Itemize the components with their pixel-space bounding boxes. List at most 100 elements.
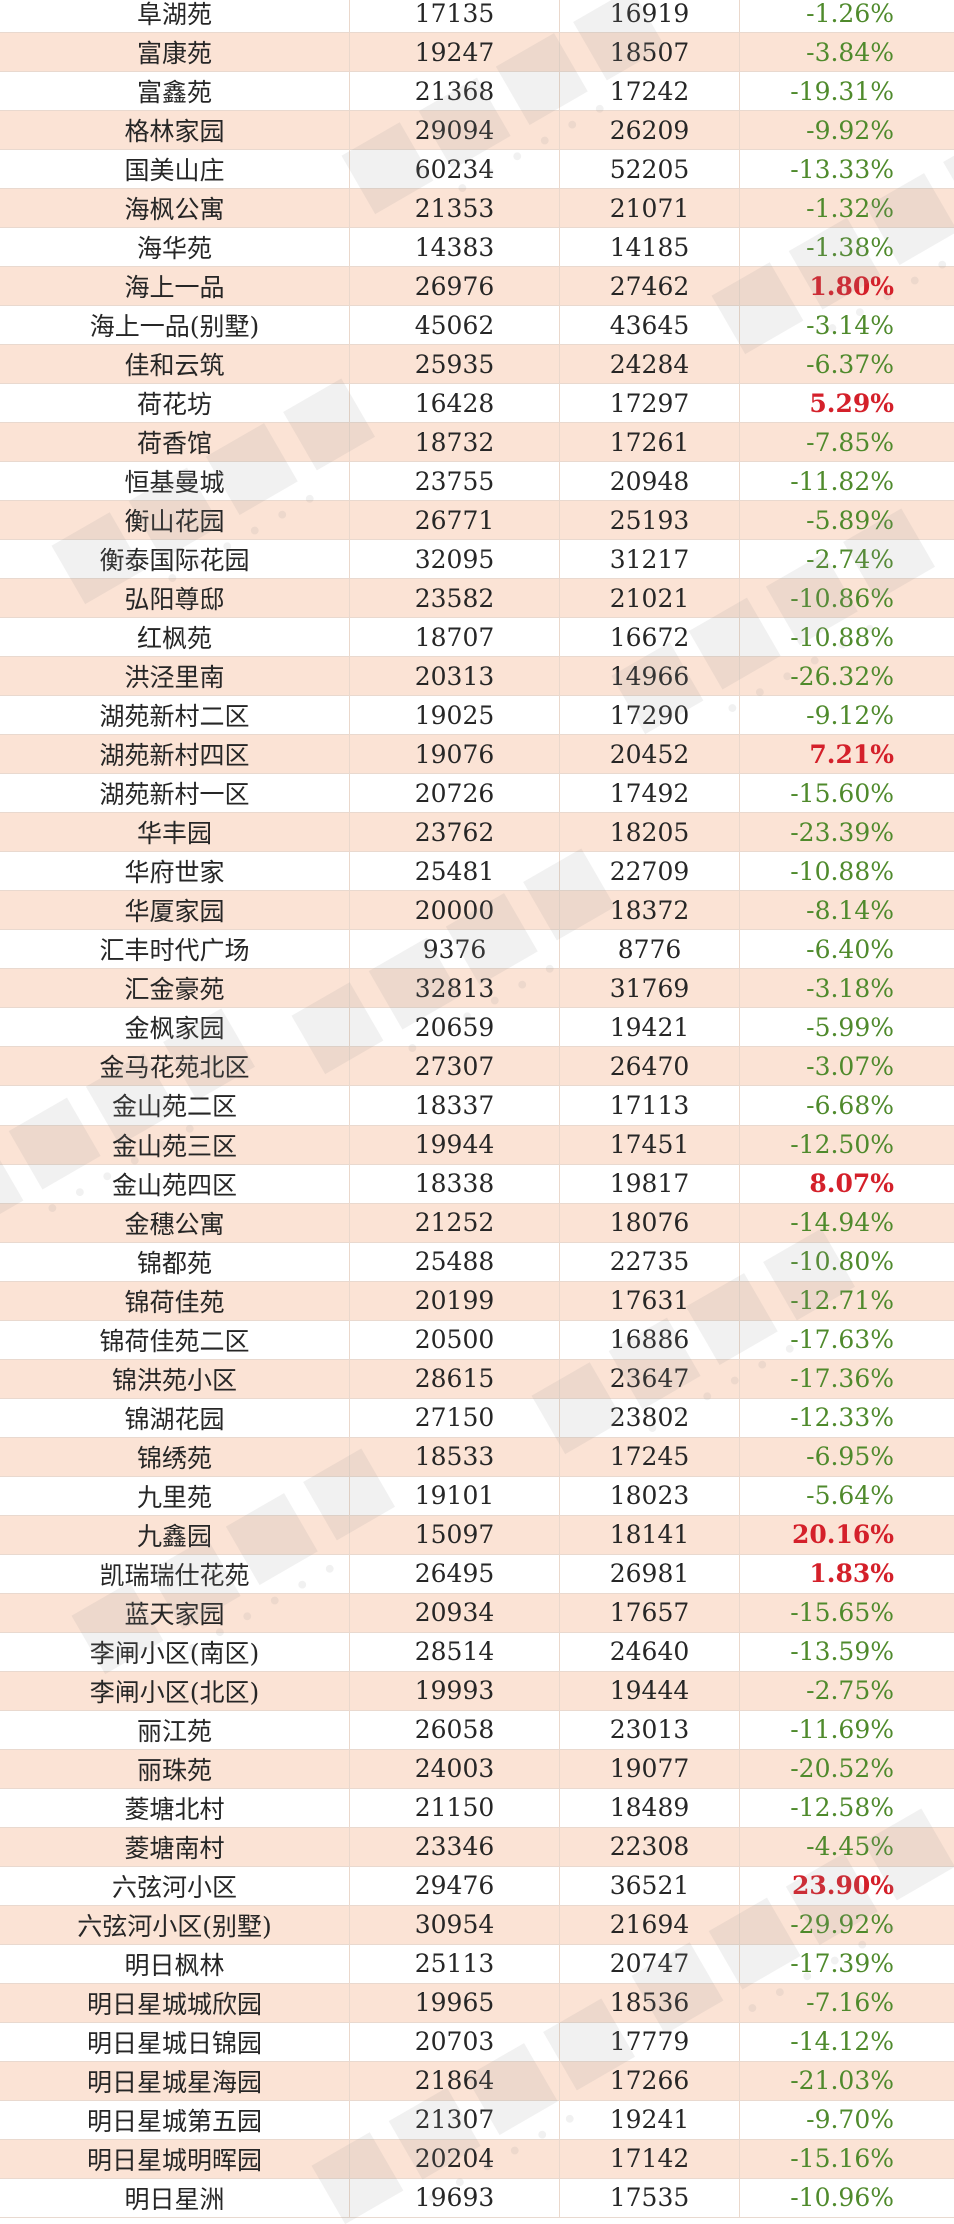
community-name-cell: 华厦家园 — [0, 891, 350, 930]
price-before-cell: 26495 — [350, 1554, 560, 1593]
change-percent-cell: -8.14% — [806, 895, 894, 925]
community-name-cell: 锦洪苑小区 — [0, 1359, 350, 1398]
table-row: 金枫家园 20659 19421 -5.99% — [0, 1008, 954, 1048]
price-after-cell: 21694 — [560, 1905, 740, 1944]
price-before-cell: 21353 — [350, 189, 560, 228]
price-after-cell: 31217 — [560, 540, 740, 579]
change-percent-cell: -2.74% — [806, 544, 894, 574]
price-after-cell: 17113 — [560, 1086, 740, 1125]
price-before-cell: 15097 — [350, 1515, 560, 1554]
price-before-cell: 25935 — [350, 345, 560, 384]
community-name-cell: 海上一品 — [0, 267, 350, 306]
table-row: 明日星城日锦园 20703 17779 -14.12% — [0, 2022, 954, 2062]
price-before-cell: 18533 — [350, 1437, 560, 1476]
price-after-cell: 21071 — [560, 189, 740, 228]
price-after-cell: 17535 — [560, 2178, 740, 2217]
change-percent-cell: -10.96% — [790, 2183, 894, 2213]
change-percent-cell: -10.86% — [790, 583, 894, 613]
community-name-cell: 洪泾里南 — [0, 657, 350, 696]
price-before-cell: 24003 — [350, 1749, 560, 1788]
price-after-cell: 20948 — [560, 462, 740, 501]
change-percent-cell: -11.69% — [790, 1715, 894, 1745]
table-row: 华厦家园 20000 18372 -8.14% — [0, 891, 954, 931]
table-row: 凯瑞瑞仕花苑 26495 26981 1.83% — [0, 1554, 954, 1594]
change-percent-cell: -12.58% — [790, 1793, 894, 1823]
table-row: 明日星城星海园 21864 17266 -21.03% — [0, 2061, 954, 2101]
change-percent-cell: -15.60% — [790, 778, 894, 808]
price-after-cell: 22308 — [560, 1827, 740, 1866]
community-name-cell: 明日枫林 — [0, 1944, 350, 1983]
community-name-cell: 海上一品(别墅) — [0, 306, 350, 345]
price-before-cell: 23755 — [350, 462, 560, 501]
price-after-cell: 17245 — [560, 1437, 740, 1476]
price-before-cell: 21252 — [350, 1203, 560, 1242]
table-row: 海华苑 14383 14185 -1.38% — [0, 228, 954, 268]
change-percent-cell: 1.80% — [809, 271, 894, 301]
table-row: 华府世家 25481 22709 -10.88% — [0, 852, 954, 892]
community-name-cell: 红枫苑 — [0, 618, 350, 657]
price-before-cell: 20659 — [350, 1008, 560, 1047]
table-row: 弘阳尊邸 23582 21021 -10.86% — [0, 579, 954, 619]
change-percent-cell: -5.89% — [806, 505, 894, 535]
price-after-cell: 14185 — [560, 228, 740, 267]
change-percent-cell: -14.94% — [790, 1208, 894, 1238]
change-percent-cell: -10.80% — [790, 1247, 894, 1277]
table-row: 九里苑 19101 18023 -5.64% — [0, 1476, 954, 1516]
table-row: 荷香馆 18732 17261 -7.85% — [0, 423, 954, 463]
community-name-cell: 海枫公寓 — [0, 189, 350, 228]
price-before-cell: 20204 — [350, 2139, 560, 2178]
price-before-cell: 45062 — [350, 306, 560, 345]
price-before-cell: 30954 — [350, 1905, 560, 1944]
table-row: 菱塘北村 21150 18489 -12.58% — [0, 1788, 954, 1828]
price-before-cell: 9376 — [350, 930, 560, 969]
table-row: 金马花苑北区 27307 26470 -3.07% — [0, 1047, 954, 1087]
table-row: 汇金豪苑 32813 31769 -3.18% — [0, 969, 954, 1009]
community-name-cell: 华丰园 — [0, 813, 350, 852]
change-percent-cell: -13.33% — [790, 154, 894, 184]
community-name-cell: 金山苑三区 — [0, 1125, 350, 1164]
community-name-cell: 明日星城日锦园 — [0, 2022, 350, 2061]
change-percent-cell: -20.52% — [790, 1754, 894, 1784]
price-before-cell: 28615 — [350, 1359, 560, 1398]
change-percent-cell: -11.82% — [790, 466, 894, 496]
community-name-cell: 荷香馆 — [0, 423, 350, 462]
price-before-cell: 26771 — [350, 501, 560, 540]
change-percent-cell: -1.26% — [806, 0, 894, 28]
table-row: 李闸小区(南区) 28514 24640 -13.59% — [0, 1632, 954, 1672]
table-row: 明日枫林 25113 20747 -17.39% — [0, 1944, 954, 1984]
community-name-cell: 明日星城第五园 — [0, 2100, 350, 2139]
change-percent-cell: -9.70% — [806, 2105, 894, 2135]
community-name-cell: 金马花苑北区 — [0, 1047, 350, 1086]
community-name-cell: 锦湖花园 — [0, 1398, 350, 1437]
table-row: 九鑫园 15097 18141 20.16% — [0, 1515, 954, 1555]
table-row: 汇丰时代广场 9376 8776 -6.40% — [0, 930, 954, 970]
community-name-cell: 蓝天家园 — [0, 1593, 350, 1632]
price-before-cell: 19993 — [350, 1671, 560, 1710]
community-name-cell: 汇丰时代广场 — [0, 930, 350, 969]
community-name-cell: 明日星城城欣园 — [0, 1983, 350, 2022]
table-row: 明日星城第五园 21307 19241 -9.70% — [0, 2100, 954, 2140]
price-before-cell: 25113 — [350, 1944, 560, 1983]
price-before-cell: 21307 — [350, 2100, 560, 2139]
change-percent-cell: -12.71% — [790, 1286, 894, 1316]
community-name-cell: 九鑫园 — [0, 1515, 350, 1554]
price-after-cell: 19444 — [560, 1671, 740, 1710]
community-name-cell: 湖苑新村一区 — [0, 774, 350, 813]
price-before-cell: 32813 — [350, 969, 560, 1008]
community-name-cell: 恒基曼城 — [0, 462, 350, 501]
change-percent-cell: 8.07% — [809, 1169, 894, 1199]
community-name-cell: 明日星洲 — [0, 2178, 350, 2217]
price-before-cell: 20313 — [350, 657, 560, 696]
community-name-cell: 华府世家 — [0, 852, 350, 891]
price-before-cell: 23582 — [350, 579, 560, 618]
table-row: 衡山花园 26771 25193 -5.89% — [0, 501, 954, 541]
price-after-cell: 23802 — [560, 1398, 740, 1437]
change-percent-cell: -17.36% — [790, 1364, 894, 1394]
change-percent-cell: -10.88% — [790, 856, 894, 886]
table-row: 明日星洲 19693 17535 -10.96% — [0, 2178, 954, 2218]
change-percent-cell: 7.21% — [809, 739, 894, 769]
community-name-cell: 六弦河小区(别墅) — [0, 1905, 350, 1944]
price-after-cell: 43645 — [560, 306, 740, 345]
price-after-cell: 17297 — [560, 384, 740, 423]
price-before-cell: 18338 — [350, 1164, 560, 1203]
